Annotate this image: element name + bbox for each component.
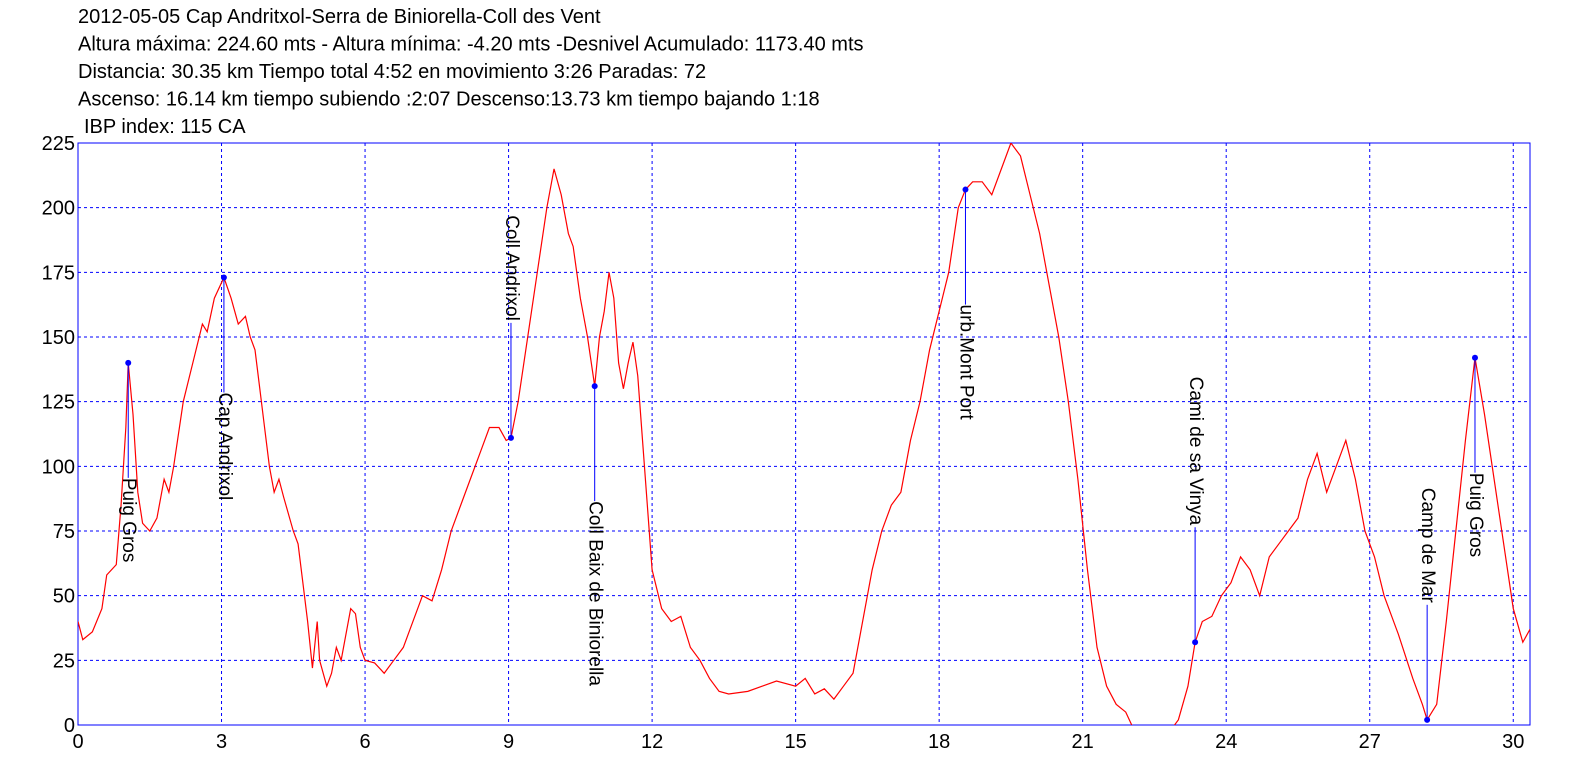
title-line: Distancia: 30.35 km Tiempo total 4:52 en… [78,61,706,83]
waypoint-marker [962,186,969,193]
x-tick-label: 9 [503,731,514,753]
y-tick-label: 50 [53,586,75,608]
annotation-label: urb.Mont Port [955,305,976,421]
x-tick-label: 30 [1502,731,1524,753]
y-tick-label: 25 [53,650,75,672]
elevation-line [78,143,1530,725]
waypoint-marker [1424,716,1431,723]
annotation-label: Cap Andrixol [214,393,235,501]
title-line: Ascenso: 16.14 km tiempo subiendo :2:07 … [78,89,820,111]
x-tick-label: 27 [1359,731,1381,753]
y-tick-label: 150 [42,327,75,349]
y-tick-label: 175 [42,262,75,284]
y-tick-label: 75 [53,521,75,543]
x-tick-label: 24 [1215,731,1237,753]
x-tick-label: 3 [216,731,227,753]
waypoint-marker [1471,354,1478,361]
x-tick-label: 6 [359,731,370,753]
x-tick-label: 12 [641,731,663,753]
y-tick-label: 125 [42,392,75,414]
x-tick-label: 15 [785,731,807,753]
title-line: IBP index: 115 CA [84,116,246,138]
x-tick-label: 18 [928,731,950,753]
title-line: Altura máxima: 224.60 mts - Altura mínim… [78,34,864,56]
x-tick-label: 0 [72,731,83,753]
waypoint-marker [507,434,514,441]
waypoint-marker [591,383,598,390]
y-tick-label: 0 [64,715,75,737]
annotation-label: Camp de Mar [1417,488,1438,604]
annotation-label: Coll Baix de Biniorella [585,501,606,686]
y-tick-label: 225 [42,133,75,155]
waypoint-marker [1192,639,1199,646]
annotation-label: Coll Andrixol [501,215,522,321]
y-tick-label: 200 [42,198,75,220]
y-tick-label: 100 [42,456,75,478]
waypoint-marker [125,359,132,366]
plot-frame [77,142,1531,726]
annotation-label: Puig Gros [1465,473,1486,557]
annotation-label: Puig Gros [118,478,139,562]
title-line: 2012-05-05 Cap Andritxol-Serra de Binior… [78,6,601,28]
x-tick-label: 21 [1072,731,1094,753]
waypoint-marker [220,274,227,281]
annotation-label: Cami de sa Vinya [1185,377,1206,526]
